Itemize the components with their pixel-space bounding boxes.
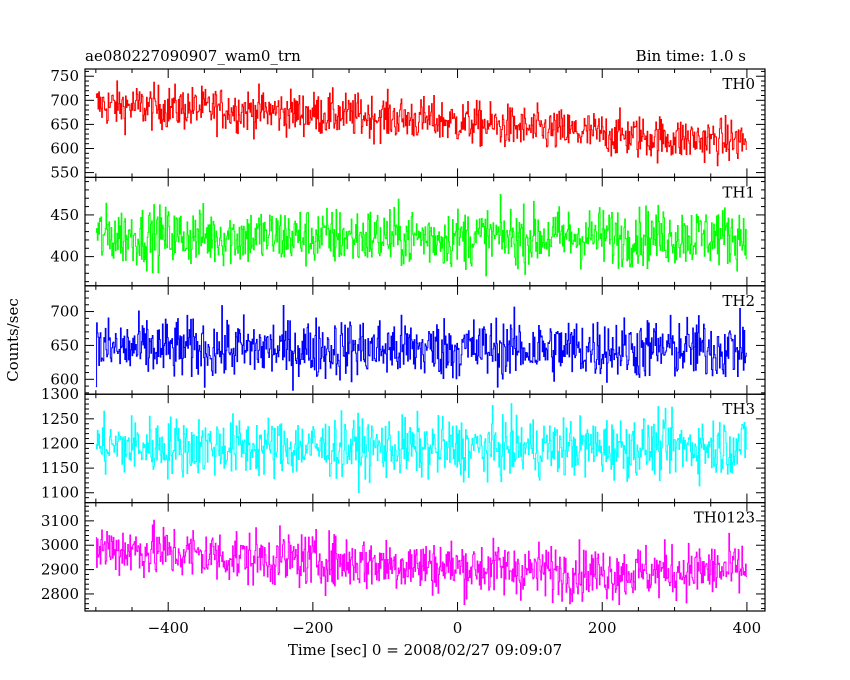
y-tick-label: 1200 [41,434,79,452]
panel-frame [84,68,766,179]
panel-frame [84,502,766,612]
series-line-th3 [95,403,747,493]
y-tick-label: 1100 [41,484,79,502]
y-tick-label: 700 [50,91,79,109]
y-tick-label: 3100 [41,512,79,530]
y-tick-label: 550 [50,164,79,182]
y-tick-label: 1150 [41,459,79,477]
panel-th0: 550 600 650 700 750 TH0 [50,67,766,182]
series-line-th2 [95,304,747,391]
panels: 550 600 650 700 750 TH0 400 450 TH1 600 650 700 TH2 1… [41,67,766,612]
panel-label-th2: TH2 [722,292,755,310]
y-tick-label: 450 [50,206,79,224]
y-tick-label: 1250 [41,410,79,428]
y-tick-label: 650 [50,115,79,133]
x-tick-label: −200 [292,619,333,637]
x-axis-label: Time [sec] 0 = 2008/02/27 09:09:07 [288,641,562,659]
panel-label-th0123: TH0123 [694,509,755,527]
chart-title: ae080227090907_wam0_trn [85,47,301,65]
y-tick-label: 600 [50,139,79,157]
panel-th1: 400 450 TH1 [50,176,766,287]
panel-label-th0: TH0 [722,75,755,93]
y-tick-label: 2800 [41,585,79,603]
y-axis-label: Counts/sec [4,298,22,382]
y-tick-label: 3000 [41,536,79,554]
series-line-th0 [95,80,747,167]
x-tick-label: 0 [453,619,463,637]
bin-time-label: Bin time: 1.0 s [636,47,746,65]
y-tick-label: 750 [50,67,79,85]
series-line-th1 [95,193,747,277]
y-tick-label: 2900 [41,561,79,579]
y-tick-label: 400 [50,248,79,266]
x-tick-label: 200 [588,619,617,637]
y-tick-label: 700 [50,303,79,321]
panel-th2: 600 650 700 TH2 [50,285,766,395]
y-tick-label: 650 [50,336,79,354]
x-tick-label: 400 [733,619,762,637]
panel-th3: 1100 1150 1200 1250 1300 TH3 [41,385,766,504]
y-tick-label: 600 [50,370,79,388]
series-line-th0123 [95,519,747,606]
panel-label-th1: TH1 [722,183,755,201]
panel-label-th3: TH3 [722,400,755,418]
x-axis: −400 −200 0 200 400 [148,619,762,637]
panel-th0123: 2800 2900 3000 3100 TH0123 [41,502,766,612]
y-tick-label: 1300 [41,385,79,403]
x-tick-label: −400 [148,619,189,637]
